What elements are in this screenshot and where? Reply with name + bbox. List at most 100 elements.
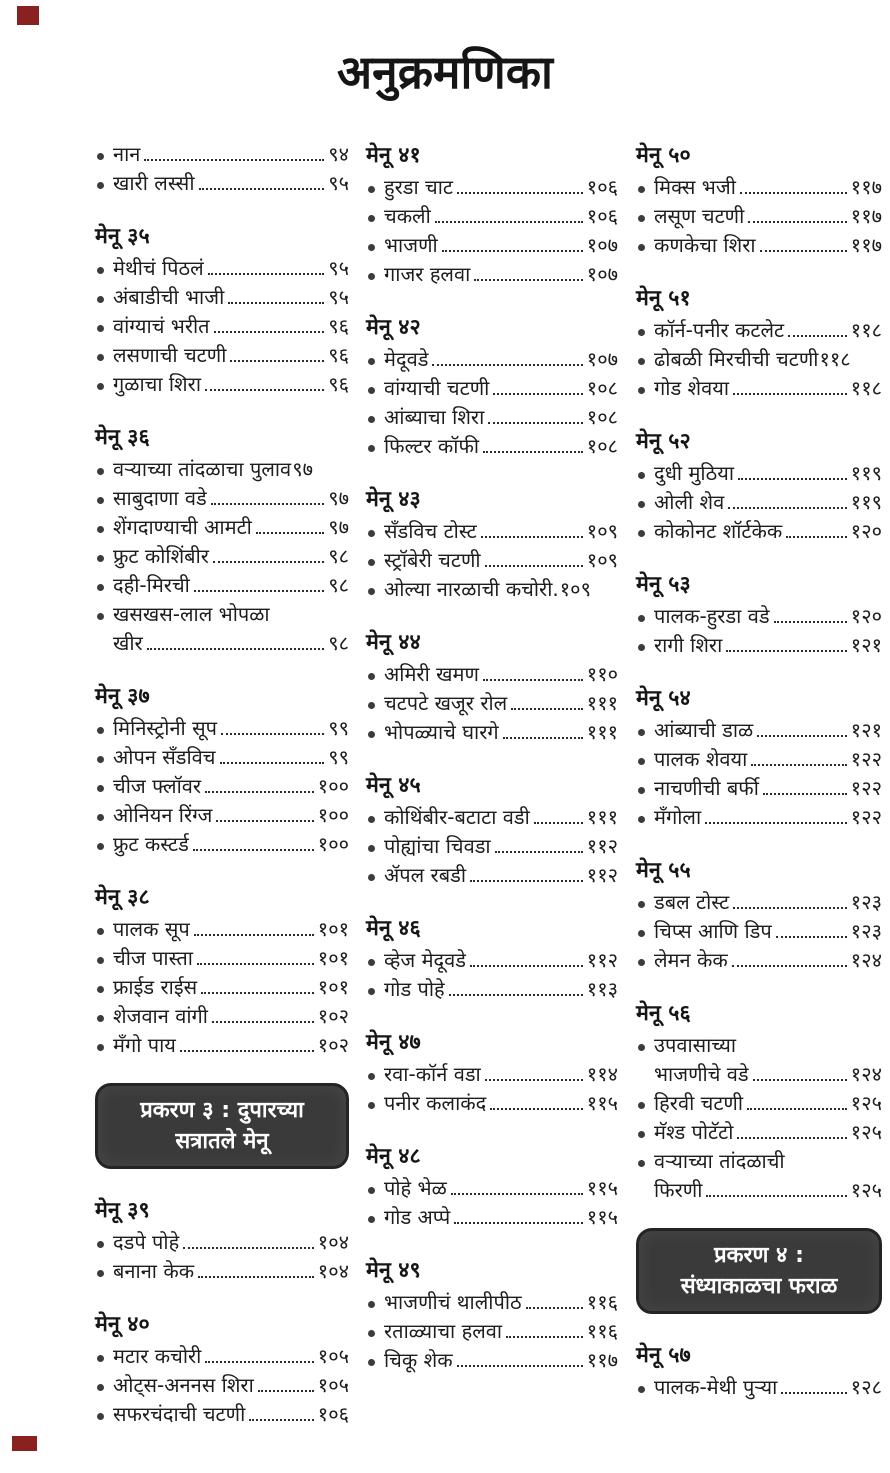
page-number: ११२ xyxy=(586,834,618,858)
toc-item-label: शेंगदाण्याची आमटी xyxy=(113,515,252,539)
toc-item: कणकेचा शिरा ११७ xyxy=(636,231,882,260)
menu-section-title: मेनू ४४ xyxy=(366,630,421,655)
bullet-icon xyxy=(368,530,375,537)
dot-leader xyxy=(450,1193,583,1195)
menu-section-title: मेनू ५४ xyxy=(636,686,691,711)
bullet-icon xyxy=(97,928,104,935)
toc-item-label: पालक-मेथी पुऱ्या xyxy=(654,1375,778,1399)
menu-section: मेनू ४६ व्हेज मेदूवडे ११२ गोड पोहे ११३ xyxy=(366,913,618,1004)
toc-item: गोड अप्पे ११५ xyxy=(366,1203,618,1232)
page-number: ९९ xyxy=(328,716,349,740)
bullet-icon xyxy=(97,785,104,792)
toc-item: ओली शेव ११९ xyxy=(636,488,882,517)
dot-leader xyxy=(502,737,583,739)
toc-item: फ्राईड राईस १०१ xyxy=(95,973,349,1002)
toc-item-label: कणकेचा शिरा xyxy=(654,233,756,257)
bullet-icon xyxy=(638,530,645,537)
menu-section-title: मेनू ४० xyxy=(95,1312,150,1337)
dot-leader xyxy=(211,1021,314,1023)
dot-leader xyxy=(193,934,314,936)
dot-leader xyxy=(456,1365,583,1367)
menu-section-title: मेनू ५१ xyxy=(636,286,691,311)
toc-item: आंब्याचा शिरा १०८ xyxy=(366,403,618,432)
chapter-heading-line: संध्याकाळचा फराळ xyxy=(680,1274,838,1299)
menu-section: मेनू ५४ आंब्याची डाळ १२१ पालक शेवया १२२ नाचणी… xyxy=(636,683,882,832)
bullet-icon xyxy=(638,901,645,908)
bullet-spacer xyxy=(638,1189,645,1196)
menu-section: नान ९४ खारी लस्सी ९५ xyxy=(95,140,349,198)
page-number: ९६ xyxy=(328,314,349,338)
page-number: १०९ xyxy=(559,577,591,601)
bullet-icon xyxy=(97,296,104,303)
toc-item-label: नाचणीची बर्फी xyxy=(654,776,759,800)
toc-item-label: पनीर कलाकंद xyxy=(384,1091,487,1115)
bullet-icon xyxy=(638,729,645,736)
page-number: ११७ xyxy=(850,233,882,257)
toc-item-label: ओनियन रिंग्ज xyxy=(113,803,213,827)
dot-leader xyxy=(484,1079,583,1081)
bullet-icon xyxy=(368,215,375,222)
chapter-heading: प्रकरण ४ : संध्याकाळचा फराळ xyxy=(636,1228,882,1314)
menu-section-title: मेनू ५३ xyxy=(636,572,691,597)
page-number: १०८ xyxy=(586,405,618,429)
page-number: १०८ xyxy=(586,376,618,400)
dot-leader xyxy=(193,590,325,592)
toc-item-label: खीर xyxy=(113,631,143,655)
dot-leader xyxy=(533,822,583,824)
dot-leader xyxy=(490,1108,583,1110)
toc-item-label: वऱ्याच्या तांदळाची xyxy=(654,1149,785,1173)
dot-leader xyxy=(146,648,325,650)
menu-section: मेनू ५५ डबल टोस्ट १२३ चिप्स आणि डिप १२३ लेमन … xyxy=(636,855,882,975)
bullet-icon xyxy=(97,814,104,821)
toc-item-label: बनाना केक xyxy=(113,1259,195,1283)
toc-item-label: नान xyxy=(113,142,141,166)
dot-leader xyxy=(705,822,847,824)
menu-section: मेनू ४२ मेदूवडे १०७ वांग्याची चटणी १०८ आंब्या… xyxy=(366,312,618,461)
toc-item: अंबाडीची भाजी ९५ xyxy=(95,283,349,312)
page-number: ११३ xyxy=(586,977,618,1001)
toc-item: गोड पोहे ११३ xyxy=(366,975,618,1004)
toc-item: बनाना केक १०४ xyxy=(95,1257,349,1286)
menu-section: मेनू ४८ पोहे भेळ ११५ गोड अप्पे ११५ xyxy=(366,1141,618,1232)
dot-leader xyxy=(432,364,583,366)
bullet-icon xyxy=(638,329,645,336)
toc-item: फ्रुट कस्टर्ड १०० xyxy=(95,830,349,859)
page-number: ११७ xyxy=(850,204,882,228)
page-number: १०२ xyxy=(317,1033,349,1057)
toc-item: वांग्याचं भरीत ९६ xyxy=(95,312,349,341)
bullet-icon xyxy=(368,1359,375,1366)
page-number: ११५ xyxy=(586,1176,618,1200)
toc-item: वऱ्याच्या तांदळाचा पुलाव ९७ xyxy=(95,455,349,484)
toc-item: शेंगदाण्याची आमटी ९७ xyxy=(95,513,349,542)
bullet-icon xyxy=(368,702,375,709)
bullet-icon xyxy=(368,1301,375,1308)
menu-section-title: मेनू ५७ xyxy=(636,1343,691,1368)
toc-item-label: गोड शेवया xyxy=(654,376,729,400)
toc-item-label: कोथिंबीर-बटाटा वडी xyxy=(384,805,530,829)
bullet-icon xyxy=(638,244,645,251)
bullet-icon xyxy=(97,843,104,850)
bullet-icon xyxy=(97,1241,104,1248)
bullet-icon xyxy=(638,215,645,222)
dot-leader xyxy=(762,793,847,795)
page-number: ९५ xyxy=(328,171,349,195)
bullet-icon xyxy=(638,1131,645,1138)
toc-item-label: मटार कचोरी xyxy=(113,1344,202,1368)
toc-item-label: ढोबळी मिरचीची चटणी xyxy=(654,347,819,371)
toc-item: कॉर्न-पनीर कटलेट ११८ xyxy=(636,316,882,345)
menu-section: मेनू ३५ मेथीचं पिठलं ९५ अंबाडीची भाजी ९५ वांग… xyxy=(95,221,349,399)
bullet-icon xyxy=(368,445,375,452)
dot-leader xyxy=(747,1108,847,1110)
dot-leader xyxy=(733,907,847,909)
menu-section: मेनू ३९ दडपे पोहे १०४ बनाना केक १०४ xyxy=(95,1195,349,1286)
bullet-icon xyxy=(368,273,375,280)
bullet-icon xyxy=(368,186,375,193)
toc-item-label: उपवासाच्या xyxy=(654,1033,737,1057)
menu-section-title: मेनू ४५ xyxy=(366,773,421,798)
toc-item-label: फ्रुट कस्टर्ड xyxy=(113,832,189,856)
menu-section: मेनू ३८ पालक सूप १०१ चीज पास्ता १०१ फ्राईड रा… xyxy=(95,882,349,1060)
bullet-icon xyxy=(97,1413,104,1420)
toc-item: रताळ्याचा हलवा ११६ xyxy=(366,1317,618,1346)
menu-section: मेनू ३७ मिनिस्ट्रोनी सूप ९९ ओपन सँडविच ९९ चीज… xyxy=(95,681,349,859)
dot-leader xyxy=(733,393,847,395)
